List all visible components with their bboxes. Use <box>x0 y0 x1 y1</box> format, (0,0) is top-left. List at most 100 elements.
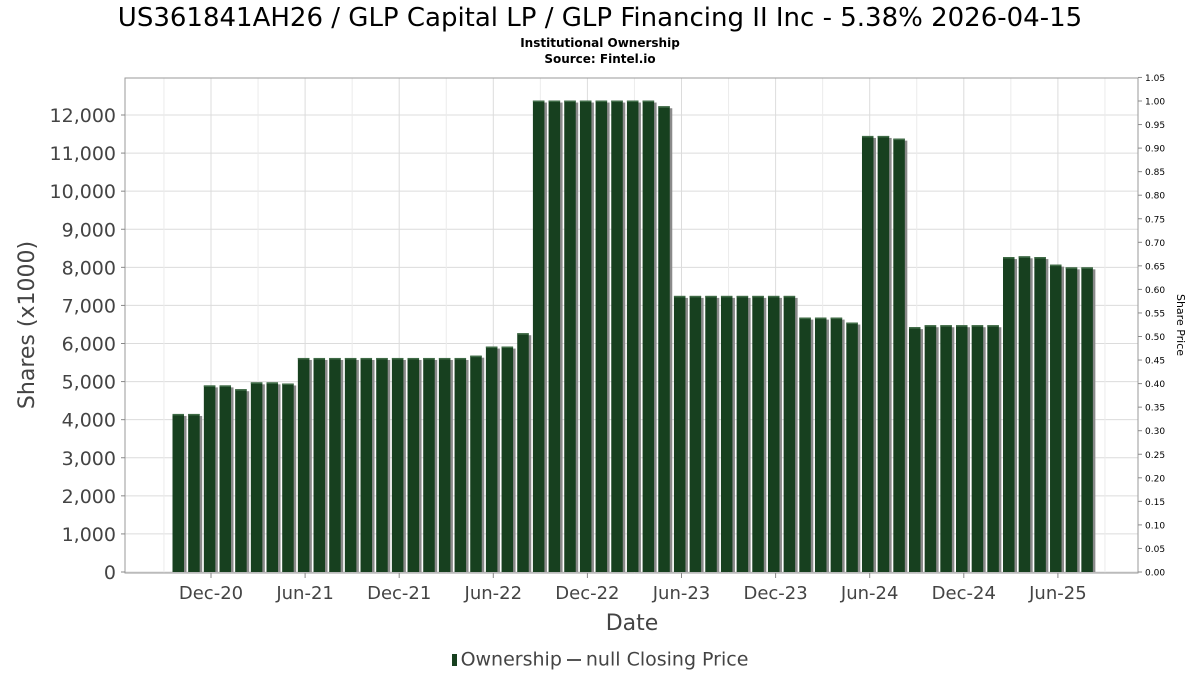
bar-highlight <box>360 357 373 360</box>
x-tick-label: Dec-22 <box>555 583 619 604</box>
bar-highlight <box>235 389 247 391</box>
y2-tick-label: 0.60 <box>1145 286 1165 296</box>
y-tick-label: 2,000 <box>62 486 116 508</box>
bar-highlight <box>454 357 467 360</box>
ownership-bar <box>548 100 561 573</box>
ownership-bar <box>501 346 514 572</box>
bar-highlight <box>548 100 561 103</box>
bar-highlight <box>423 357 435 360</box>
ownership-bar <box>752 295 764 572</box>
y-axis-left: 0 1,000 2,000 3,000 4,000 5,000 6,000 7,000 8,00… <box>50 105 125 584</box>
ownership-bar <box>877 135 890 572</box>
ownership-bar <box>470 355 482 572</box>
y2-tick-label: 0.10 <box>1145 521 1165 531</box>
ownership-bar <box>329 357 341 572</box>
y-tick-label: 4,000 <box>62 410 116 432</box>
bar-highlight <box>282 383 294 385</box>
bar-highlight <box>924 325 937 327</box>
ownership-bar <box>799 317 811 572</box>
bar-highlight <box>172 413 184 416</box>
ownership-bar <box>705 295 717 572</box>
ownership-bar <box>956 325 968 572</box>
bar-highlight <box>1018 256 1031 258</box>
bar-highlight <box>752 295 764 298</box>
ownership-bar <box>814 317 827 572</box>
ownership-bar <box>1018 256 1031 572</box>
y2-tick-label: 0.05 <box>1145 545 1165 555</box>
ownership-bar <box>908 327 921 572</box>
price-swatch <box>566 658 581 661</box>
ownership-bar <box>266 382 279 572</box>
ownership-bar <box>579 100 592 573</box>
ownership-bar <box>423 357 435 572</box>
ownership-bar <box>595 100 608 573</box>
bar-highlight <box>203 385 216 387</box>
bar-highlight <box>626 100 639 103</box>
ownership-bar <box>642 100 655 573</box>
y2-tick-label: 0.25 <box>1145 451 1165 461</box>
bar-highlight <box>1003 257 1015 259</box>
ownership-bar <box>360 357 373 572</box>
ownership-bar <box>564 100 576 573</box>
bar-highlight <box>250 382 263 384</box>
ownership-bar <box>861 135 874 572</box>
legend-ownership-label: Ownership <box>460 648 562 671</box>
y-tick-label: 12,000 <box>50 105 116 127</box>
bar-highlight <box>313 357 326 360</box>
ownership-bar <box>172 413 184 572</box>
y2-tick-label: 0.75 <box>1145 215 1165 225</box>
bar-highlight <box>1034 257 1046 259</box>
y2-tick-label: 1.00 <box>1145 98 1165 108</box>
ownership-bar <box>767 295 780 572</box>
bar-highlight <box>720 295 733 298</box>
x-tick-label: Jun-22 <box>464 583 523 604</box>
y2-tick-label: 0.80 <box>1145 192 1165 202</box>
ownership-bar <box>391 357 404 572</box>
x-tick-label: Dec-21 <box>367 583 431 604</box>
ownership-bar <box>846 322 858 572</box>
ownership-bar <box>1081 267 1093 572</box>
x-axis: Dec-20 Jun-21 Dec-21 Jun-22 Dec-22 Jun-23 Dec-… <box>179 573 1087 604</box>
y2-tick-label: 0.85 <box>1145 168 1165 178</box>
bar-highlight <box>470 355 482 358</box>
bar-highlight <box>846 322 858 325</box>
ownership-bar <box>235 389 247 572</box>
ownership-bar <box>1034 257 1046 572</box>
bar-highlight <box>861 135 874 138</box>
bar-highlight <box>767 295 780 298</box>
chart-source: Source: Fintel.io <box>544 52 656 66</box>
chart-subtitle: Institutional Ownership <box>520 36 680 50</box>
y-axis-right: 0.00 0.05 0.10 0.15 0.20 0.25 0.30 0.35 0.40 0.45… <box>1138 74 1165 579</box>
ownership-bar <box>893 138 905 572</box>
bar-highlight <box>595 100 608 103</box>
y-tick-label: 10,000 <box>50 181 116 203</box>
ownership-bar <box>344 357 357 572</box>
ownership-bar <box>203 385 216 572</box>
bar-highlight <box>783 295 796 298</box>
ownership-bar <box>673 295 686 572</box>
ownership-bar <box>1003 257 1015 572</box>
bar-highlight <box>673 295 686 298</box>
y2-tick-label: 0.30 <box>1145 427 1165 437</box>
bar-highlight <box>987 325 999 327</box>
y2-axis-label: Share Price <box>1174 294 1187 356</box>
y-tick-label: 6,000 <box>62 334 116 356</box>
ownership-swatch <box>451 653 457 666</box>
bar-highlight <box>329 357 341 360</box>
bar-highlight <box>297 357 310 360</box>
y2-tick-label: 0.15 <box>1145 498 1165 508</box>
bar-highlight <box>658 106 670 108</box>
ownership-bar <box>1050 264 1062 572</box>
y2-tick-label: 0.00 <box>1145 569 1165 579</box>
ownership-bar <box>971 325 984 572</box>
bar-highlight <box>344 357 357 360</box>
bar-highlight <box>219 385 232 387</box>
bar-highlight <box>579 100 592 103</box>
bar-highlight <box>736 295 749 298</box>
y-tick-label: 9,000 <box>62 219 116 241</box>
bar-highlight <box>188 413 200 416</box>
ownership-bar <box>1065 267 1078 572</box>
ownership-bar <box>940 325 952 572</box>
ownership-bar <box>517 333 529 572</box>
y2-tick-label: 0.35 <box>1145 404 1165 414</box>
